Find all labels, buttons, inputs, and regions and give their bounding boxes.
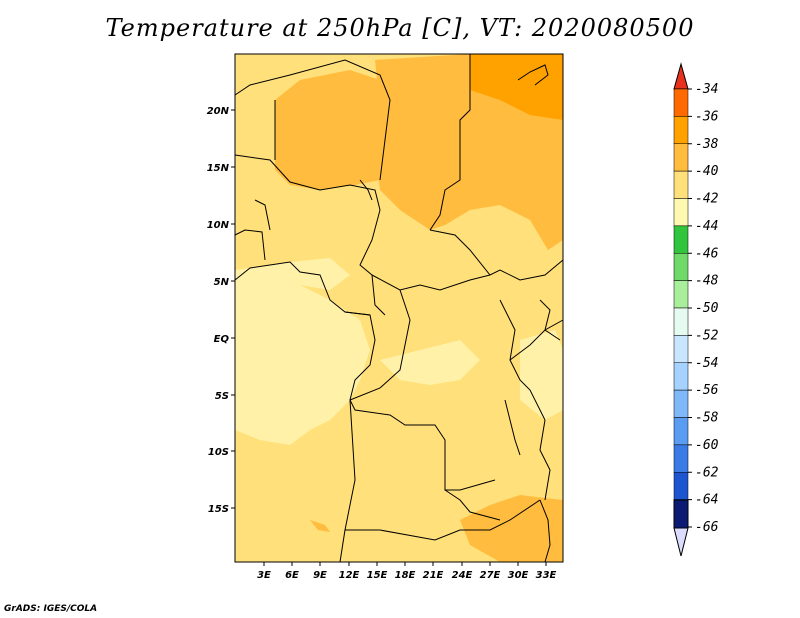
field-cool-region-west	[235, 262, 370, 445]
field-warm-region-se	[460, 495, 563, 562]
colorbar-label: -62	[695, 465, 719, 480]
colorbar-label: -66	[695, 520, 719, 535]
border-angola-namibia-west	[339, 399, 356, 563]
colorbar-swatch	[673, 253, 689, 281]
colorbar-label: -40	[695, 164, 719, 179]
border-gabon-congo	[344, 311, 376, 401]
colorbar-label: -48	[695, 274, 719, 289]
border-ghana	[234, 229, 266, 261]
lat-label: 20N	[207, 106, 230, 117]
colorbar-swatch	[673, 116, 689, 144]
lon-label: 33E	[536, 570, 557, 581]
colorbar-swatch	[673, 280, 689, 309]
border-lake-chad	[359, 179, 373, 201]
lon-label: 12E	[339, 570, 360, 581]
colorbar-label: -64	[695, 493, 718, 508]
colorbar-swatch	[673, 88, 689, 117]
lake-tanganyika-outline	[504, 399, 521, 456]
colorbar: -34 -36 -38 -40 -42 -44 -46 -48 -50 -52 -54 -56 -58 -…	[673, 62, 719, 557]
colorbar-swatch	[673, 307, 689, 336]
border-malawi	[539, 419, 551, 501]
border-car-drc	[371, 274, 491, 291]
field-warm-spot-sw	[310, 520, 330, 532]
lake-victoria-outline	[539, 299, 561, 341]
field-cool-region-east	[520, 330, 563, 420]
colorbar-label: -42	[695, 192, 719, 207]
field-warm-region-nw	[275, 70, 395, 190]
colorbar-swatch	[673, 198, 689, 227]
lon-label: 27E	[480, 570, 501, 581]
lat-label: 15S	[208, 504, 229, 515]
colorbar-label: -44	[695, 219, 718, 234]
border-algeria-niger	[234, 59, 391, 181]
latitude-labels: 20N 15N 10N 5N EQ 5S 10S 15S	[207, 106, 230, 515]
colorbar-swatch	[673, 362, 689, 391]
border-drc-east	[499, 299, 546, 421]
border-drc-angola	[349, 289, 496, 491]
field-cool-region-central	[380, 340, 480, 385]
border-libya-sudan-chad	[429, 54, 471, 231]
lat-label: 5N	[214, 277, 230, 288]
colorbar-label: -54	[695, 356, 718, 371]
colorbar-label: -34	[695, 82, 718, 97]
lat-label: 10N	[207, 220, 230, 231]
colorbar-label: -36	[695, 109, 719, 124]
colorbar-label: -56	[695, 383, 719, 398]
axis-ticks	[231, 109, 547, 566]
lat-label: 15N	[207, 163, 230, 174]
country-borders	[234, 54, 564, 563]
field-cool-region-gulf	[290, 258, 350, 290]
coast-nile-delta	[517, 64, 549, 86]
map-frame	[234, 53, 564, 563]
colorbar-label: -38	[695, 137, 719, 152]
border-cameroon	[359, 209, 386, 316]
border-zambia	[444, 489, 501, 521]
lon-label: 3E	[257, 570, 271, 581]
lon-label: 9E	[313, 570, 327, 581]
coastline-gulf-of-guinea	[234, 261, 371, 316]
lon-label: 18E	[395, 570, 416, 581]
temperature-field	[235, 54, 563, 562]
field-hot-region-ne	[470, 54, 563, 120]
border-mozambique	[539, 499, 551, 563]
colorbar-label: -52	[695, 328, 719, 343]
lat-label: EQ	[214, 334, 230, 345]
colorbar-swatch	[673, 335, 689, 363]
colorbar-swatch	[673, 389, 689, 418]
border-togo	[254, 199, 271, 231]
lat-label: 10S	[208, 447, 229, 458]
border-sahel	[234, 154, 381, 211]
colorbar-bottom-triangle	[673, 527, 689, 557]
colorbar-label: -50	[695, 301, 719, 316]
colorbar-swatch	[673, 143, 689, 172]
border-car-sudan	[429, 229, 564, 281]
colorbar-label: -46	[695, 246, 719, 261]
colorbar-label: -60	[695, 438, 719, 453]
footer-credit: GrADS: IGES/COLA	[4, 604, 98, 614]
border-uganda	[509, 319, 564, 361]
colorbar-swatch	[673, 472, 689, 500]
colorbar-swatch	[673, 225, 689, 254]
border-namibia-botswana	[345, 499, 541, 541]
lon-label: 24E	[452, 570, 473, 581]
longitude-labels: 3E 6E 9E 12E 15E 18E 21E 24E 27E 30E 33E	[257, 570, 556, 581]
colorbar-swatch	[673, 444, 689, 473]
lon-label: 30E	[508, 570, 529, 581]
lon-label: 21E	[423, 570, 444, 581]
map-title: Temperature at 250hPa [C], VT: 202008050…	[105, 14, 695, 42]
colorbar-top-triangle	[673, 62, 689, 90]
colorbar-bottom-block	[673, 499, 689, 529]
lat-label: 5S	[215, 391, 229, 402]
colorbar-label: -58	[695, 411, 719, 426]
colorbar-swatch	[673, 170, 689, 199]
colorbar-swatch	[673, 417, 689, 446]
lon-label: 6E	[285, 570, 299, 581]
lon-label: 15E	[367, 570, 388, 581]
